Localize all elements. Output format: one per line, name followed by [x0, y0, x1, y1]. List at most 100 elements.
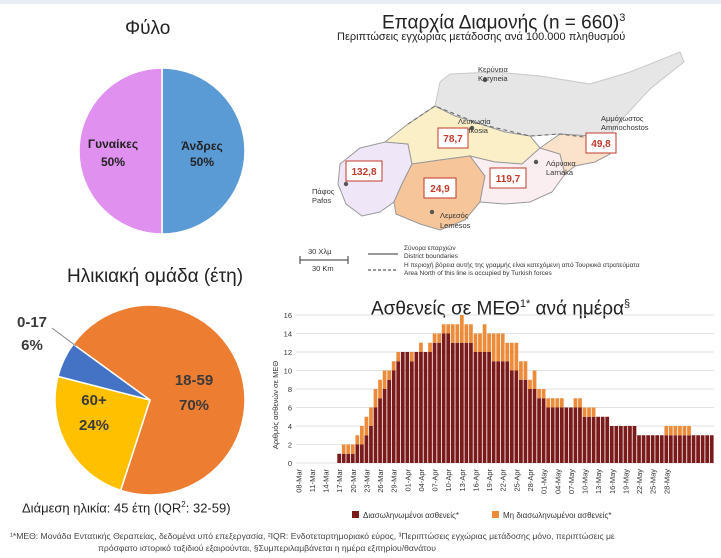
bar-intubated [659, 435, 664, 463]
bar-non-intubated [469, 324, 473, 343]
bar-non-intubated [509, 342, 514, 371]
bar-intubated [450, 342, 455, 463]
place-pafos-gr: Πάφος [312, 187, 335, 196]
pie-label-0-17: 0-17 [17, 314, 47, 331]
bar-intubated [614, 426, 619, 463]
bar-intubated [641, 435, 646, 463]
rate-box-larnaka [489, 167, 527, 189]
rate-ammochostos: 49,8 [591, 139, 611, 150]
bar-non-intubated [346, 444, 351, 454]
bar-intubated [605, 416, 610, 463]
bar-intubated [346, 453, 351, 463]
y-tick-label: 4 [288, 422, 292, 431]
x-tick-label: 10-Apr [444, 469, 453, 492]
bar-intubated [609, 426, 614, 463]
pie-slice-male [161, 67, 246, 235]
x-tick-label: 13-Apr [458, 469, 467, 492]
bar-intubated [623, 426, 628, 463]
bar-non-intubated [555, 398, 560, 408]
y-tick-label: 0 [288, 459, 292, 468]
bar-intubated [391, 370, 396, 463]
legend-label-non-intubated: Μη διασωληνωμένοι ασθενείς* [503, 511, 611, 520]
x-tick-label: 23-Mar [362, 469, 371, 493]
bar-intubated [491, 361, 496, 463]
city-marker-lemesos [429, 209, 435, 215]
y-tick-label: 16 [284, 311, 292, 320]
bar-intubated [696, 435, 700, 463]
icu-title-tail-sup: § [624, 298, 631, 310]
pie-slice-60plus [54, 375, 151, 492]
x-tick-label: 07-May [567, 469, 576, 494]
rate-lemesos: 24,9 [430, 184, 450, 195]
scale-label-gr: 30 Χλμ [308, 247, 332, 256]
bar-intubated [682, 435, 687, 463]
rate-pafos: 132,8 [351, 167, 376, 178]
bar-non-intubated [541, 389, 546, 399]
bar-intubated [432, 342, 437, 463]
bar-non-intubated [382, 370, 387, 389]
bar-non-intubated [505, 342, 510, 362]
bar-intubated [541, 398, 546, 463]
bar-intubated [650, 435, 655, 463]
pie-label-60plus: 60+ [81, 392, 107, 409]
bar-non-intubated [514, 342, 519, 371]
bar-intubated [687, 435, 691, 463]
x-tick-label: 22-Apr [499, 469, 508, 492]
rate-box-ammochostos [585, 132, 617, 154]
x-tick-label: 01-May [540, 469, 549, 494]
icu-bar-chart: 0 2 4 6 8 10 12 14 16 08-Mar 11-Mar 14-Mar 17-Mar 20… [271, 311, 714, 520]
pie-label-female: Γυναίκες [88, 137, 138, 151]
bar-intubated [409, 361, 414, 463]
bar-non-intubated [668, 426, 673, 436]
map-title-text: Επαρχία Διαμονής (n = 660) [382, 12, 620, 34]
bar-non-intubated [591, 407, 596, 417]
bar-non-intubated [459, 315, 464, 343]
bar-intubated [673, 435, 678, 463]
bar-intubated [564, 407, 569, 463]
bar-intubated [482, 352, 487, 463]
pie-label-18-59: 18-59 [175, 372, 213, 389]
median-age-label: Διάμεση ηλικία: 45 έτη (IQR [22, 500, 182, 516]
bar-intubated [423, 352, 428, 463]
bar-non-intubated [496, 333, 501, 362]
pie-pct-0-17: 6% [21, 337, 43, 354]
bar-non-intubated [446, 324, 451, 334]
bar-intubated [441, 333, 446, 463]
bar-intubated [628, 426, 632, 463]
x-tick-label: 19-Apr [485, 469, 494, 492]
bar-intubated [519, 379, 523, 463]
x-tick-label: 01-Apr [403, 469, 412, 492]
bar-intubated [414, 352, 419, 463]
bar-non-intubated [587, 407, 591, 417]
bar-intubated [573, 407, 578, 463]
map-title-sup: 3 [619, 12, 626, 24]
bar-non-intubated [428, 342, 432, 352]
bar-intubated [709, 435, 714, 463]
bar-intubated [500, 361, 505, 463]
bar-intubated [678, 435, 682, 463]
bar-intubated [578, 407, 582, 463]
x-tick-label: 14-Mar [322, 469, 331, 493]
bar-intubated [455, 342, 460, 463]
median-age-sup: 2 [181, 500, 186, 509]
bar-non-intubated [437, 333, 441, 343]
legend-boundary-gr: Σύνορα επαρχιών [404, 244, 456, 252]
x-tick-label: 10-May [581, 469, 590, 494]
rate-larnaka: 119,7 [496, 174, 521, 185]
bar-non-intubated [455, 324, 460, 343]
icu-y-ticks: 0 2 4 6 8 10 12 14 16 [284, 311, 292, 468]
bar-non-intubated [441, 324, 446, 334]
bar-non-intubated [391, 361, 396, 371]
bar-non-intubated [682, 426, 687, 436]
x-tick-label: 19-May [621, 469, 630, 494]
bar-non-intubated [559, 398, 564, 408]
bar-intubated [496, 361, 501, 463]
y-tick-label: 6 [288, 404, 292, 413]
bar-intubated [700, 435, 705, 463]
bar-non-intubated [450, 324, 455, 343]
footnote: ¹*ΜΕΘ: Μονάδα Εντατικής Θεραπείας, δεδομ… [10, 530, 715, 554]
bar-intubated [632, 426, 637, 463]
bar-intubated [691, 435, 696, 463]
place-lefkosia-en: Lefkosia [460, 126, 489, 135]
bar-non-intubated [687, 426, 691, 436]
